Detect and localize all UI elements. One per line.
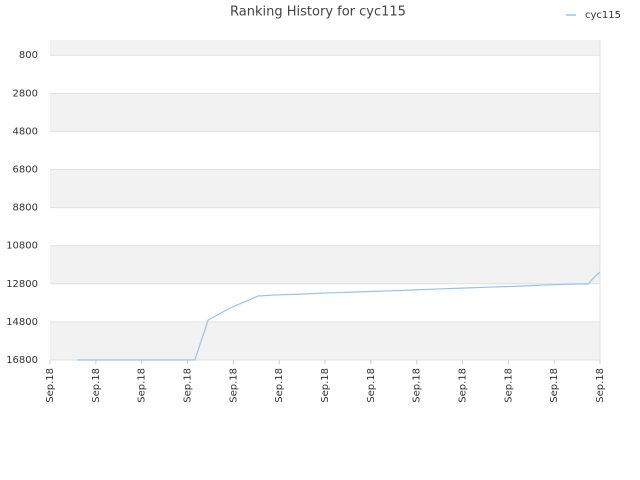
x-tick-label: Sep.18 (412, 368, 423, 403)
legend-label: cyc115 (585, 10, 621, 21)
chart-title: Ranking History for cyc115 (230, 5, 406, 20)
x-tick-label: Sep.18 (137, 368, 148, 403)
grid-band (50, 169, 600, 208)
y-tick-label: 2800 (13, 88, 38, 99)
grid-band (50, 93, 600, 132)
y-tick-label: 8800 (13, 203, 38, 214)
x-tick-label: Sep.18 (320, 368, 331, 403)
data-line (77, 271, 601, 361)
y-tick-label: 800 (19, 50, 38, 61)
x-tick-label: Sep.18 (183, 368, 194, 403)
x-tick-label: Sep.18 (45, 368, 56, 403)
y-tick-label: 6800 (13, 165, 38, 176)
y-tick-label: 14800 (6, 317, 38, 328)
x-tick-label: Sep.18 (595, 368, 606, 403)
x-tick-label: Sep.18 (274, 368, 285, 403)
y-tick-label: 10800 (6, 241, 38, 252)
x-tick-label: Sep.18 (91, 368, 102, 403)
y-tick-label: 12800 (6, 279, 38, 290)
y-tick-label: 16800 (6, 355, 38, 366)
x-tick-label: Sep.18 (366, 368, 377, 403)
x-tick-label: Sep.18 (549, 368, 560, 403)
x-tick-label: Sep.18 (228, 368, 239, 403)
grid-band (50, 321, 600, 360)
grid-band (50, 40, 600, 56)
y-tick-label: 4800 (13, 126, 38, 137)
grid-band (50, 245, 600, 284)
x-tick-label: Sep.18 (503, 368, 514, 403)
x-tick-label: Sep.18 (458, 368, 469, 403)
